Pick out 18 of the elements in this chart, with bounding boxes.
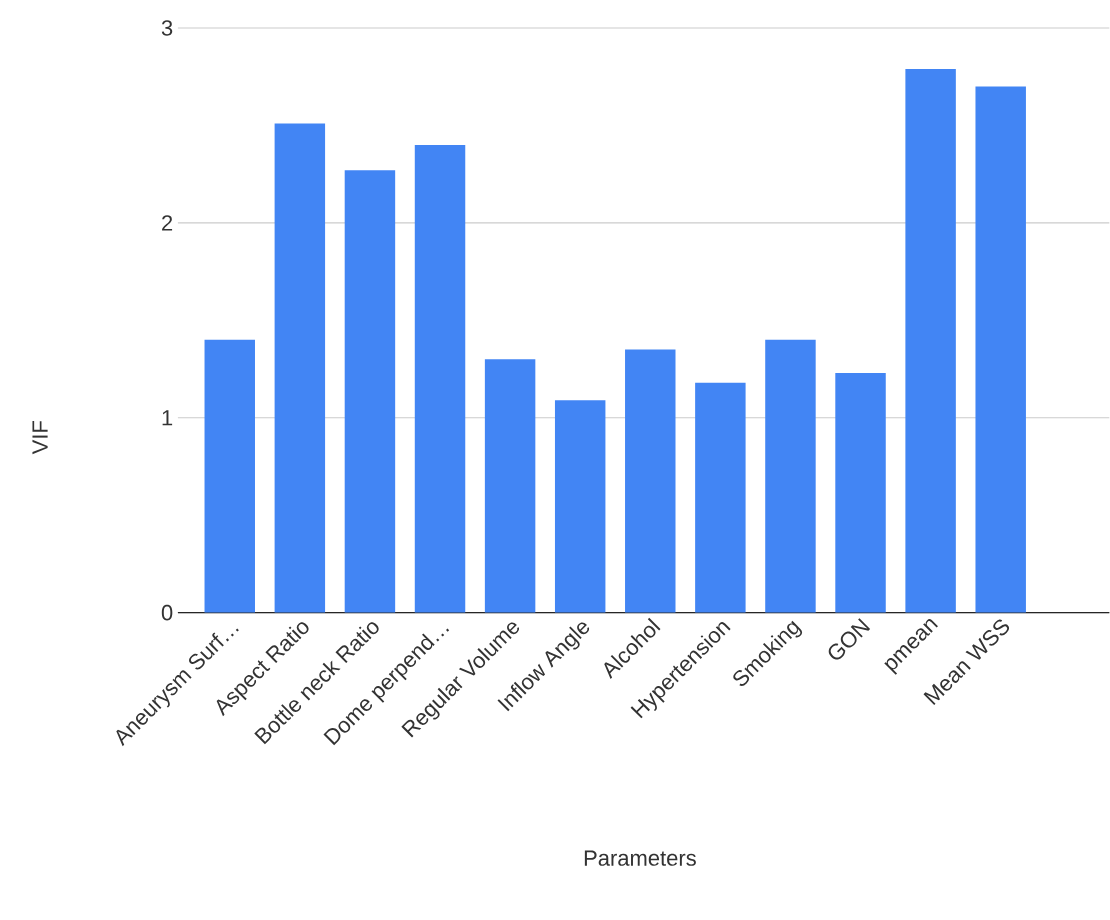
bar bbox=[484, 359, 536, 613]
bar bbox=[344, 170, 396, 613]
bar bbox=[905, 68, 956, 613]
bar bbox=[975, 86, 1026, 613]
y-tick-label: 3 bbox=[161, 19, 173, 36]
bar bbox=[695, 382, 746, 613]
y-tick-label: 2 bbox=[162, 214, 173, 231]
bar bbox=[204, 339, 255, 613]
x-axis-title: Parameters bbox=[584, 850, 696, 866]
bar bbox=[835, 372, 886, 613]
bar bbox=[765, 339, 816, 613]
bar bbox=[414, 144, 466, 613]
bar bbox=[554, 399, 606, 613]
y-tick-label: 0 bbox=[161, 604, 173, 621]
bar bbox=[274, 123, 326, 613]
y-tick-label: 1 bbox=[162, 409, 173, 426]
bar bbox=[625, 349, 676, 613]
y-axis-title: VIF bbox=[32, 420, 48, 455]
